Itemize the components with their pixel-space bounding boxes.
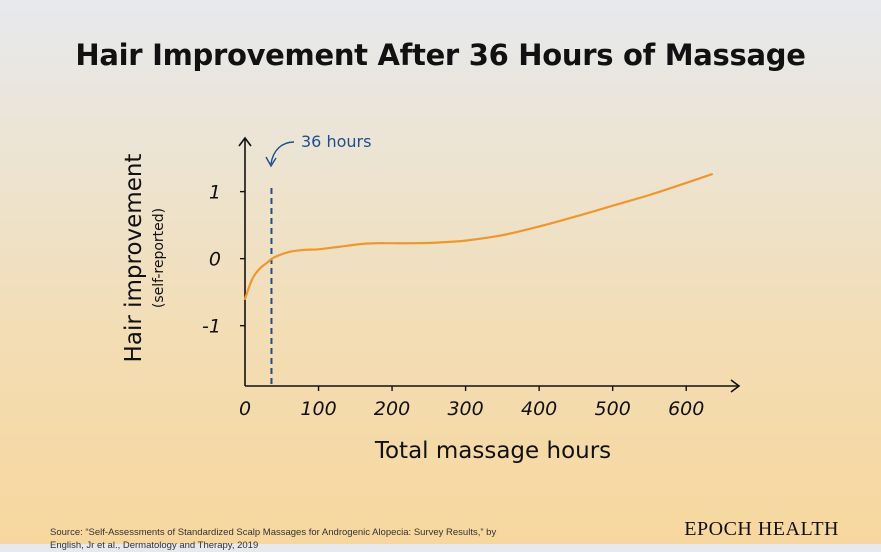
axes (238, 136, 741, 393)
chart-title: Hair Improvement After 36 Hours of Massa… (75, 38, 806, 72)
y-tick-label: 0 (209, 249, 221, 271)
x-tick-label: 200 (374, 398, 410, 420)
x-tick-label: 400 (521, 398, 557, 420)
annotation-36-hours: 36 hours (301, 132, 371, 151)
annotation-arrow-head (265, 156, 277, 168)
tick-labels: 1 0 -1 0 100 200 300 400 500 600 (202, 182, 704, 420)
brand-logo: EPOCH HEALTH (684, 518, 839, 540)
x-tick-label: 100 (300, 398, 336, 420)
x-axis-label: Total massage hours (374, 438, 611, 464)
x-tick-label: 0 (239, 398, 251, 420)
source-note: Source: “Self-Assessments of Standardize… (50, 527, 497, 551)
annotation-arrow (270, 141, 295, 165)
x-axis-arrowhead (730, 379, 741, 393)
series-marks (243, 173, 713, 386)
x-tick-label: 300 (447, 398, 483, 420)
y-axis-sublabel: (self-reported) (151, 208, 167, 308)
y-axis-arrowhead (238, 136, 252, 147)
x-tick-label: 500 (595, 398, 631, 420)
x-tick-label: 600 (668, 398, 704, 420)
y-axis-label: Hair improvement (121, 154, 147, 363)
series-line (243, 173, 713, 300)
y-tick-label: -1 (202, 316, 221, 338)
y-tick-label: 1 (209, 182, 221, 204)
